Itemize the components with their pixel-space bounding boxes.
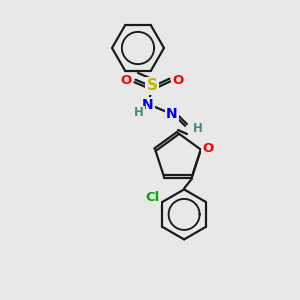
Text: O: O — [202, 142, 214, 155]
Text: N: N — [142, 98, 154, 112]
Text: Cl: Cl — [145, 191, 160, 204]
Text: O: O — [172, 74, 184, 86]
Text: N: N — [166, 107, 178, 121]
Text: H: H — [134, 106, 144, 119]
Text: O: O — [120, 74, 132, 88]
Text: S: S — [146, 79, 158, 94]
Text: H: H — [193, 122, 203, 134]
